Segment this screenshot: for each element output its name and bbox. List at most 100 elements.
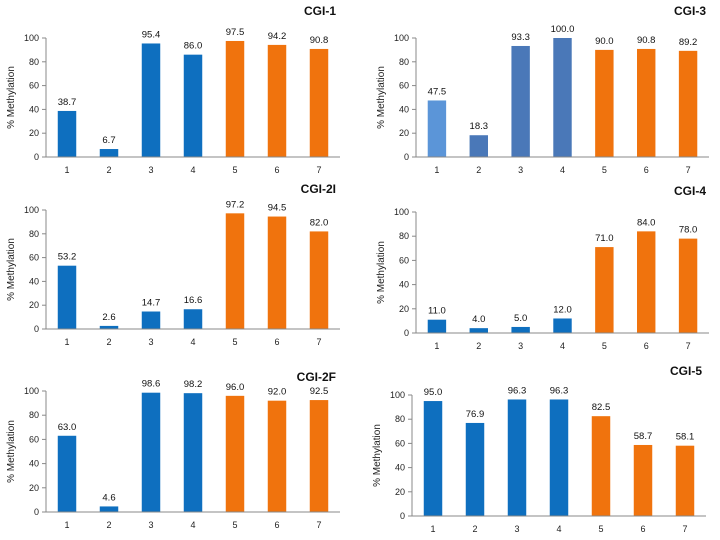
chart-title: CGI-4 bbox=[674, 184, 706, 198]
y-tick-label: 80 bbox=[29, 410, 39, 420]
y-tick-label: 60 bbox=[399, 255, 409, 265]
y-tick-label: 60 bbox=[399, 81, 409, 91]
x-tick-label: 4 bbox=[190, 165, 195, 175]
data-label: 96.3 bbox=[508, 385, 527, 396]
x-tick-label: 1 bbox=[434, 341, 439, 351]
bar bbox=[507, 399, 527, 516]
chart-title: CGI-2I bbox=[301, 182, 336, 196]
data-label: 100.0 bbox=[551, 24, 575, 35]
bar bbox=[427, 319, 447, 333]
x-tick-label: 4 bbox=[190, 337, 195, 347]
y-tick-label: 0 bbox=[404, 152, 409, 162]
x-tick-label: 3 bbox=[518, 341, 523, 351]
data-label: 92.5 bbox=[310, 386, 329, 397]
x-tick-label: 2 bbox=[472, 524, 477, 534]
x-tick-label: 5 bbox=[232, 337, 237, 347]
data-label: 94.5 bbox=[268, 203, 287, 214]
y-axis-label: % Methylation bbox=[376, 241, 387, 304]
chart-title: CGI-5 bbox=[670, 364, 702, 378]
y-tick-label: 60 bbox=[395, 438, 405, 448]
y-tick-label: 0 bbox=[400, 511, 405, 521]
data-label: 82.5 bbox=[592, 402, 611, 413]
x-tick-label: 1 bbox=[430, 524, 435, 534]
bar bbox=[57, 435, 77, 512]
x-tick-label: 1 bbox=[64, 337, 69, 347]
x-tick-label: 6 bbox=[644, 341, 649, 351]
bar bbox=[678, 238, 698, 333]
x-tick-label: 2 bbox=[476, 165, 481, 175]
data-label: 98.6 bbox=[142, 379, 161, 390]
bar bbox=[99, 506, 119, 512]
y-axis-label: % Methylation bbox=[6, 420, 17, 483]
bar bbox=[553, 318, 572, 333]
data-label: 12.0 bbox=[553, 304, 572, 315]
y-axis-label: % Methylation bbox=[376, 66, 387, 129]
bar bbox=[595, 49, 614, 157]
data-label: 11.0 bbox=[428, 306, 446, 317]
data-label: 95.4 bbox=[142, 29, 161, 40]
x-tick-label: 3 bbox=[514, 524, 519, 534]
data-label: 82.0 bbox=[310, 217, 329, 228]
data-label: 16.6 bbox=[184, 295, 203, 306]
bar bbox=[469, 328, 488, 333]
bar bbox=[141, 43, 161, 157]
y-tick-label: 20 bbox=[29, 483, 39, 493]
x-tick-label: 1 bbox=[64, 165, 69, 175]
y-tick-label: 40 bbox=[29, 459, 39, 469]
x-tick-label: 2 bbox=[106, 337, 111, 347]
x-tick-label: 6 bbox=[274, 165, 279, 175]
y-tick-label: 0 bbox=[34, 507, 39, 517]
data-label: 47.5 bbox=[428, 86, 447, 97]
data-label: 63.0 bbox=[58, 422, 77, 433]
y-tick-label: 100 bbox=[394, 33, 409, 43]
x-tick-label: 4 bbox=[556, 524, 561, 534]
x-tick-label: 7 bbox=[686, 341, 691, 351]
chart-panel: CGI-4 % Methylation 0 20 40 60 80 100 11.0 1 4.0 2 5… bbox=[376, 184, 709, 351]
y-tick-label: 100 bbox=[24, 205, 39, 215]
x-tick-label: 7 bbox=[316, 165, 321, 175]
bar bbox=[57, 110, 77, 157]
bar bbox=[678, 50, 698, 157]
bar bbox=[183, 54, 203, 157]
bar bbox=[633, 444, 653, 516]
data-label: 4.6 bbox=[102, 492, 115, 503]
data-label: 58.1 bbox=[676, 432, 695, 443]
bar bbox=[183, 309, 203, 329]
bar bbox=[637, 231, 656, 333]
y-tick-label: 80 bbox=[29, 57, 39, 67]
y-tick-label: 0 bbox=[404, 328, 409, 338]
bar bbox=[183, 393, 203, 512]
data-label: 71.0 bbox=[595, 233, 614, 244]
chart-panel: CGI-3 % Methylation 0 20 40 60 80 100 47.5 1 18.3 2… bbox=[376, 4, 709, 175]
bar bbox=[637, 48, 656, 158]
x-tick-label: 1 bbox=[434, 165, 439, 175]
bar bbox=[141, 311, 161, 329]
y-tick-label: 80 bbox=[395, 414, 405, 424]
x-tick-label: 1 bbox=[64, 520, 69, 530]
y-tick-label: 40 bbox=[395, 463, 405, 473]
y-tick-label: 20 bbox=[395, 487, 405, 497]
chart-title: CGI-2F bbox=[297, 370, 336, 384]
bar bbox=[309, 231, 329, 329]
x-tick-label: 7 bbox=[682, 524, 687, 534]
data-label: 78.0 bbox=[679, 225, 698, 236]
data-label: 89.2 bbox=[679, 37, 698, 48]
bar bbox=[99, 325, 119, 329]
x-tick-label: 4 bbox=[190, 520, 195, 530]
y-tick-label: 40 bbox=[29, 104, 39, 114]
bar bbox=[309, 400, 329, 512]
y-tick-label: 0 bbox=[34, 324, 39, 334]
bar bbox=[99, 149, 119, 157]
data-label: 86.0 bbox=[184, 41, 203, 52]
bar bbox=[267, 216, 287, 329]
data-label: 2.6 bbox=[102, 312, 115, 323]
bar bbox=[469, 135, 488, 157]
x-tick-label: 7 bbox=[686, 165, 691, 175]
bar bbox=[549, 399, 569, 516]
data-label: 76.9 bbox=[466, 409, 485, 420]
bar bbox=[511, 326, 530, 333]
data-label: 58.7 bbox=[634, 431, 653, 442]
data-label: 96.0 bbox=[226, 382, 245, 393]
x-tick-label: 5 bbox=[232, 520, 237, 530]
